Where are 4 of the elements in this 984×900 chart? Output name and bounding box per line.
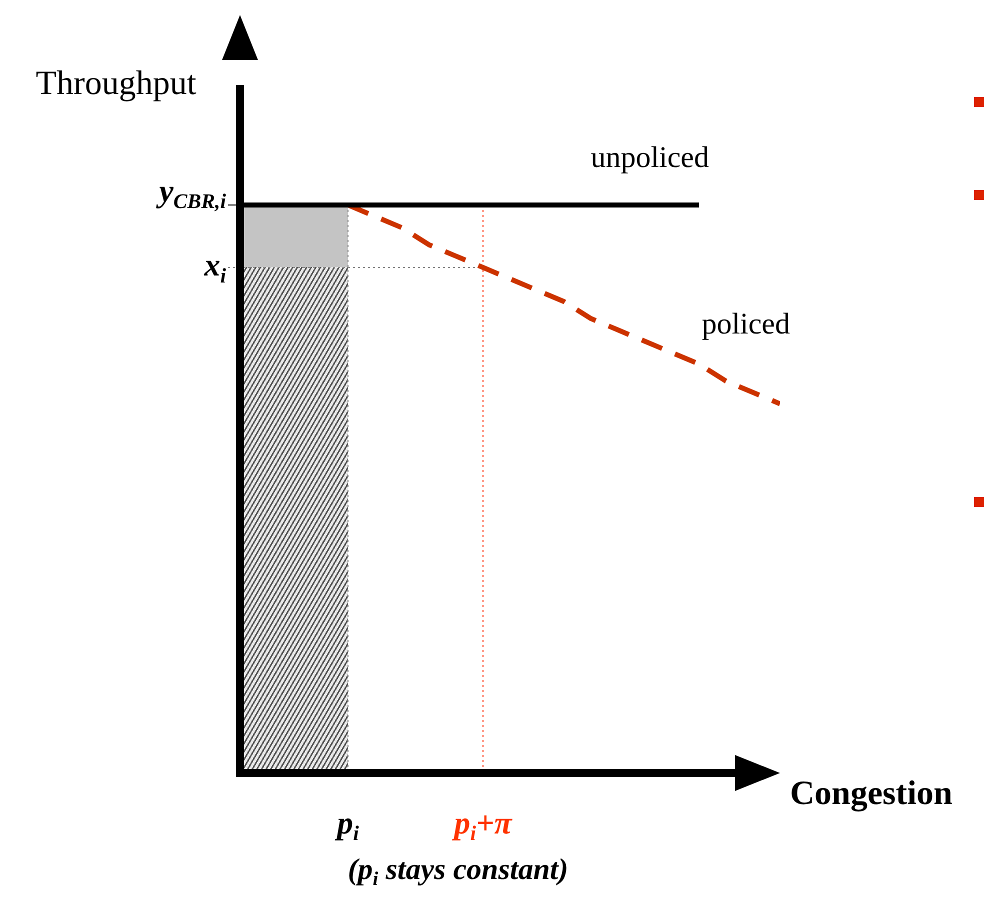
series-label: policed — [702, 308, 790, 341]
y-axis-title: Throughput — [36, 64, 197, 102]
x-axis-title: Congestion — [790, 774, 953, 812]
series-label: unpoliced — [590, 140, 710, 174]
